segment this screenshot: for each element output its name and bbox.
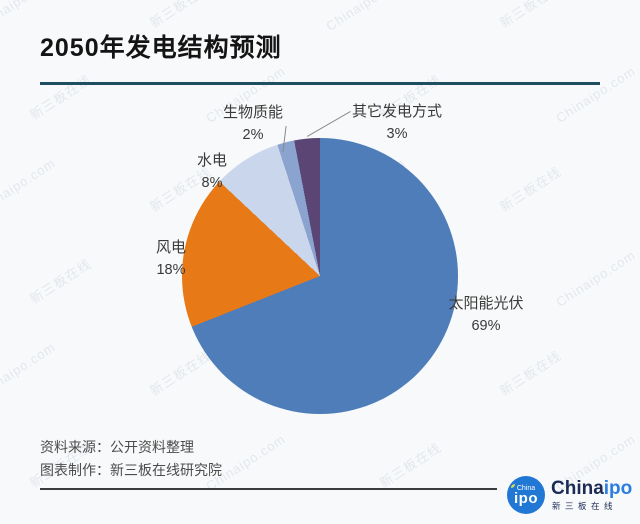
- watermark-text: 新三板在线: [147, 0, 214, 31]
- pie-chart: [182, 138, 458, 414]
- slice-label-wind: 风电 18%: [143, 237, 199, 281]
- slice-name-wind: 风电: [155, 239, 186, 256]
- brand-subtitle: 新三板在线: [552, 501, 618, 511]
- source-line: 资料来源：公开资料整理: [40, 439, 194, 455]
- slice-pct-hydro: 8%: [201, 175, 223, 191]
- slice-pct-biomass: 2%: [242, 127, 264, 143]
- watermark-text: Chinaipo.com: [553, 63, 639, 126]
- watermark-text: 新三板在线: [377, 439, 444, 491]
- leaf-icon: [510, 483, 515, 488]
- leader-line-other: [307, 111, 351, 137]
- chinaipo-logo-icon: China ipo: [507, 476, 545, 514]
- watermark-text: 新三板在线: [27, 255, 94, 307]
- watermark-text: 新三板在线: [497, 0, 564, 31]
- slice-pct-solar: 69%: [471, 318, 501, 334]
- watermark-text: Chinaipo.com: [553, 247, 639, 310]
- maker-line: 图表制作：新三板在线研究院: [40, 462, 222, 478]
- chart-title: 2050年发电结构预测: [40, 34, 282, 62]
- watermark-text: 新三板在线: [147, 347, 214, 399]
- logo-badge-top-text: China: [516, 484, 536, 492]
- slice-name-biomass: 生物质能: [222, 104, 283, 121]
- slice-label-biomass: 生物质能 2%: [220, 102, 286, 146]
- watermark-text: 新三板在线: [497, 347, 564, 399]
- watermark-text: 新三板在线: [27, 71, 94, 123]
- brand-china-text: China: [551, 478, 604, 499]
- logo-badge-main-text: ipo: [514, 489, 538, 507]
- slice-name-hydro: 水电: [196, 152, 227, 169]
- slice-label-hydro: 水电 8%: [190, 150, 234, 194]
- slice-label-other: 其它发电方式 3%: [350, 101, 444, 145]
- slice-name-other: 其它发电方式: [351, 103, 442, 120]
- brand-wordmark: Chinaipo: [551, 478, 632, 500]
- title-divider: [40, 82, 600, 85]
- watermark-text: Chinaipo.com: [0, 339, 59, 402]
- slice-pct-other: 3%: [386, 126, 408, 142]
- brand-ipo-text: ipo: [603, 478, 633, 499]
- footer-divider: [40, 488, 497, 490]
- slice-name-solar: 太阳能光伏: [448, 295, 524, 312]
- slice-label-solar: 太阳能光伏 69%: [440, 293, 532, 337]
- watermark-text: 新三板在线: [497, 163, 564, 215]
- watermark-text: Chinaipo.com: [323, 0, 409, 34]
- slice-pct-wind: 18%: [156, 262, 186, 278]
- watermark-text: Chinaipo.com: [0, 155, 59, 218]
